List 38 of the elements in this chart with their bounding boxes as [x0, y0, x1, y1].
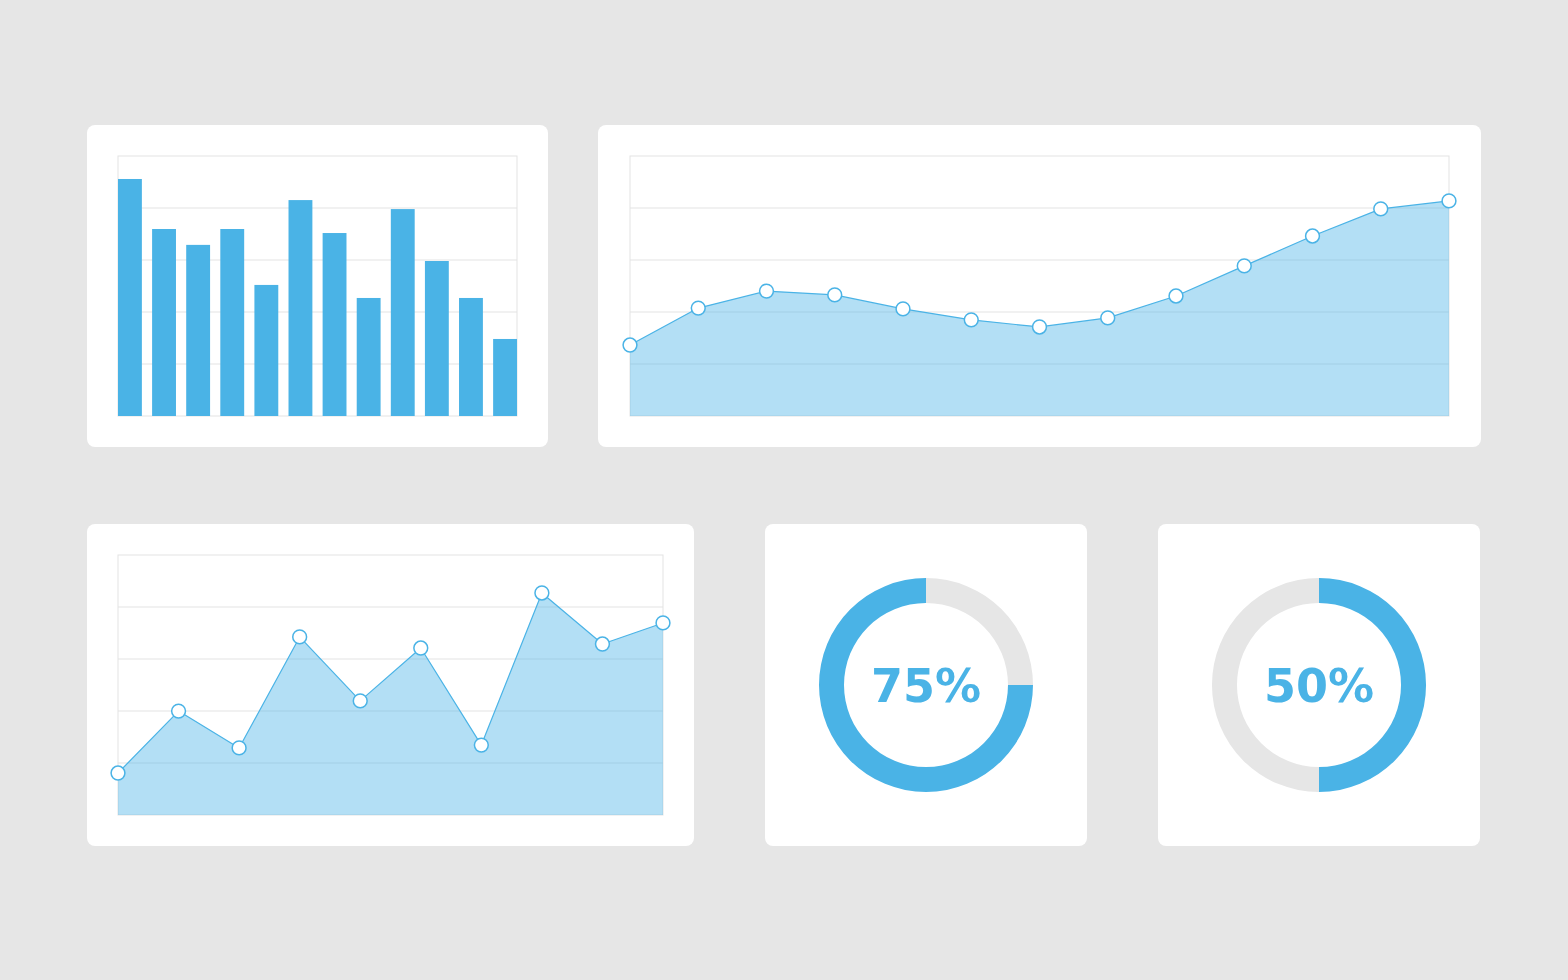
bar	[186, 244, 211, 416]
point	[1304, 228, 1321, 244]
bar	[390, 209, 415, 416]
point	[594, 636, 611, 652]
point	[170, 703, 187, 719]
bar	[356, 297, 381, 416]
bar	[254, 284, 279, 416]
point	[827, 287, 843, 303]
bar	[220, 229, 245, 416]
bar	[152, 229, 176, 416]
bar	[288, 200, 313, 416]
point	[352, 693, 368, 709]
point	[1441, 193, 1457, 209]
point	[534, 585, 550, 601]
data-label: 50%	[1263, 658, 1375, 713]
point	[1168, 288, 1184, 304]
point	[895, 301, 911, 317]
point	[1373, 201, 1389, 217]
bar	[493, 338, 517, 416]
point	[473, 737, 489, 753]
point	[110, 765, 126, 781]
bar	[118, 178, 142, 416]
point	[1031, 319, 1048, 335]
point	[231, 740, 247, 756]
point	[758, 283, 775, 299]
bar	[459, 297, 483, 416]
point	[622, 337, 638, 353]
bar	[424, 261, 449, 416]
point	[1100, 310, 1116, 326]
data-label: 75%	[870, 658, 982, 713]
point	[292, 629, 308, 645]
bar	[322, 233, 347, 416]
point	[963, 312, 979, 328]
donut-slice	[819, 578, 1033, 792]
point	[690, 300, 706, 316]
point	[1236, 258, 1252, 274]
point	[413, 640, 429, 656]
point	[655, 615, 671, 631]
